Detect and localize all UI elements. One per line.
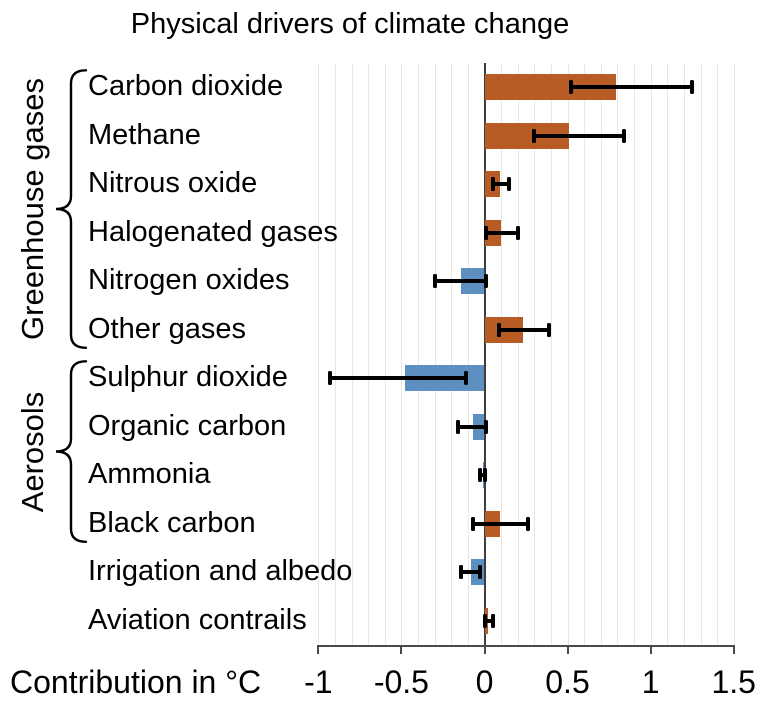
x-tick-mark: [483, 645, 486, 654]
zero-line: [483, 63, 486, 645]
error-cap-high-ammonia: [482, 468, 487, 483]
chart-title: Physical drivers of climate change: [130, 8, 570, 40]
error-cap-high-irrigation-and-albedo: [477, 565, 482, 580]
x-tick-label--0-5: -0.5: [373, 664, 429, 700]
x-tick-label-1: 1: [641, 664, 660, 700]
category-label-ammonia: Ammonia: [88, 458, 211, 491]
gridline: [717, 63, 719, 645]
error-cap-low-black-carbon: [470, 516, 475, 531]
error-cap-high-nitrogen-oxides: [484, 274, 489, 289]
gridline: [418, 63, 419, 645]
error-cap-high-aviation-contrails: [490, 613, 495, 628]
gridline: [733, 63, 735, 645]
error-bar-methane: [534, 133, 624, 138]
error-cap-high-carbon-dioxide: [690, 80, 695, 95]
error-cap-low-nitrous-oxide: [490, 177, 495, 192]
error-cap-low-aviation-contrails: [482, 613, 487, 628]
gridline: [517, 63, 519, 645]
category-label-organic-carbon: Organic carbon: [88, 409, 287, 442]
error-cap-high-sulphur-dioxide: [464, 371, 469, 386]
gridline: [451, 63, 453, 645]
x-tick-mark: [317, 645, 320, 654]
error-bar-ammonia: [479, 473, 485, 478]
gridline: [550, 63, 552, 645]
error-bar-halogenated-gases: [486, 230, 518, 235]
x-axis-line: [317, 645, 735, 647]
gridline: [534, 63, 536, 645]
x-tick-mark: [732, 645, 735, 654]
gridline: [368, 63, 370, 645]
gridline: [334, 63, 336, 645]
error-cap-low-ammonia: [477, 468, 482, 483]
category-label-irrigation-and-albedo: Irrigation and albedo: [88, 555, 353, 588]
category-label-halogenated-gases: Halogenated gases: [88, 215, 338, 248]
gridline: [501, 63, 503, 645]
error-cap-high-nitrous-oxide: [507, 177, 512, 192]
gridline: [667, 63, 669, 645]
gridline: [434, 63, 436, 645]
x-tick-mark: [649, 645, 652, 654]
x-tick-mark: [566, 645, 569, 654]
gridline: [700, 63, 702, 645]
gridline: [584, 63, 586, 645]
error-cap-high-halogenated-gases: [515, 225, 520, 240]
error-bar-other-gases: [499, 327, 550, 332]
category-label-other-gases: Other gases: [88, 312, 246, 345]
error-cap-low-halogenated-gases: [484, 225, 489, 240]
x-tick-mark: [400, 645, 403, 654]
gridline: [600, 63, 602, 645]
x-tick-label-0-5: 0.5: [545, 664, 590, 700]
category-label-sulphur-dioxide: Sulphur dioxide: [88, 361, 288, 394]
gridline: [318, 63, 320, 645]
x-tick-label--1: -1: [304, 664, 333, 700]
x-axis-label: Contribution in °C: [10, 664, 262, 700]
error-bar-irrigation-and-albedo: [461, 570, 480, 575]
error-cap-low-sulphur-dioxide: [327, 371, 332, 386]
error-cap-high-methane: [622, 128, 626, 143]
gridline: [650, 63, 652, 645]
error-cap-low-other-gases: [497, 322, 502, 337]
error-bar-aviation-contrails: [484, 618, 493, 623]
error-cap-high-organic-carbon: [484, 419, 489, 434]
category-label-methane: Methane: [88, 118, 201, 151]
gridline: [401, 63, 403, 645]
error-bar-sulphur-dioxide: [329, 376, 467, 381]
error-cap-low-irrigation-and-albedo: [459, 565, 464, 580]
gridline: [617, 63, 619, 645]
group-label-aerosols: Aerosols: [15, 391, 50, 512]
gridline: [634, 63, 635, 645]
category-label-carbon-dioxide: Carbon dioxide: [88, 70, 284, 103]
error-bar-black-carbon: [472, 521, 528, 526]
x-tick-label-0: 0: [475, 664, 494, 700]
x-tick-label-1-5: 1.5: [711, 664, 756, 700]
error-cap-low-carbon-dioxide: [568, 80, 573, 95]
gridline: [467, 63, 469, 645]
category-label-nitrogen-oxides: Nitrogen oxides: [88, 264, 290, 297]
error-cap-low-organic-carbon: [455, 419, 460, 434]
error-bar-organic-carbon: [457, 424, 487, 429]
error-bar-carbon-dioxide: [570, 85, 693, 90]
gridline: [351, 63, 353, 645]
category-label-aviation-contrails: Aviation contrails: [88, 603, 307, 636]
error-cap-high-other-gases: [547, 322, 552, 337]
category-label-nitrous-oxide: Nitrous oxide: [88, 167, 258, 200]
error-cap-low-methane: [532, 128, 537, 143]
error-bar-nitrous-oxide: [492, 182, 510, 187]
group-label-greenhouse-gases: Greenhouse gases: [15, 78, 50, 340]
gridline: [567, 63, 569, 645]
error-bar-nitrogen-oxides: [434, 279, 487, 284]
category-label-black-carbon: Black carbon: [88, 506, 256, 539]
error-cap-high-black-carbon: [525, 516, 530, 531]
gridline: [683, 63, 685, 645]
error-cap-low-nitrogen-oxides: [432, 274, 437, 289]
gridline: [384, 63, 386, 645]
